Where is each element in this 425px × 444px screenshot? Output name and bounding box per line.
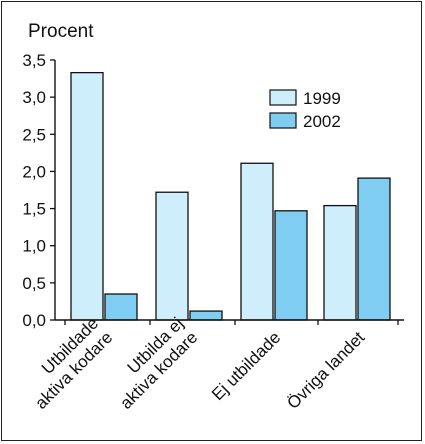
y-tick-label: 2,5 (22, 125, 46, 144)
bar-1999-3 (240, 162, 274, 321)
x-tick-label: Ej utbildade (208, 328, 284, 404)
y-axis-label: Procent (28, 21, 94, 42)
legend: 1999 2002 (269, 89, 341, 131)
y-tick-label: 0,5 (22, 274, 46, 293)
bar-2002-3 (274, 210, 308, 321)
bar-2002-4 (357, 177, 391, 321)
x-tick-label: Övriga landet (283, 328, 368, 413)
plot-area: 0,00,51,01,52,02,53,03,5Utbildadeaktiva … (22, 51, 404, 413)
x-category-label: Ej utbildade (208, 328, 284, 404)
x-category-label: Övriga landet (283, 328, 368, 413)
y-tick-label: 1,5 (22, 200, 46, 219)
legend-label-1999: 1999 (303, 89, 341, 108)
y-tick-label: 3,0 (22, 88, 46, 107)
bar-2002-2 (189, 310, 223, 321)
bar-1999-4 (323, 204, 357, 321)
y-tick-label: 2,0 (22, 162, 46, 181)
bar-2002-1 (104, 293, 138, 321)
legend-label-2002: 2002 (303, 112, 341, 131)
y-tick-label: 1,0 (22, 237, 46, 256)
legend-swatch-2002 (269, 112, 297, 129)
bar-1999-1 (70, 71, 104, 321)
y-tick-label: 0,0 (22, 311, 46, 330)
y-tick-label: 3,5 (22, 51, 46, 70)
bar-1999-2 (155, 191, 189, 321)
legend-swatch-1999 (269, 89, 297, 106)
